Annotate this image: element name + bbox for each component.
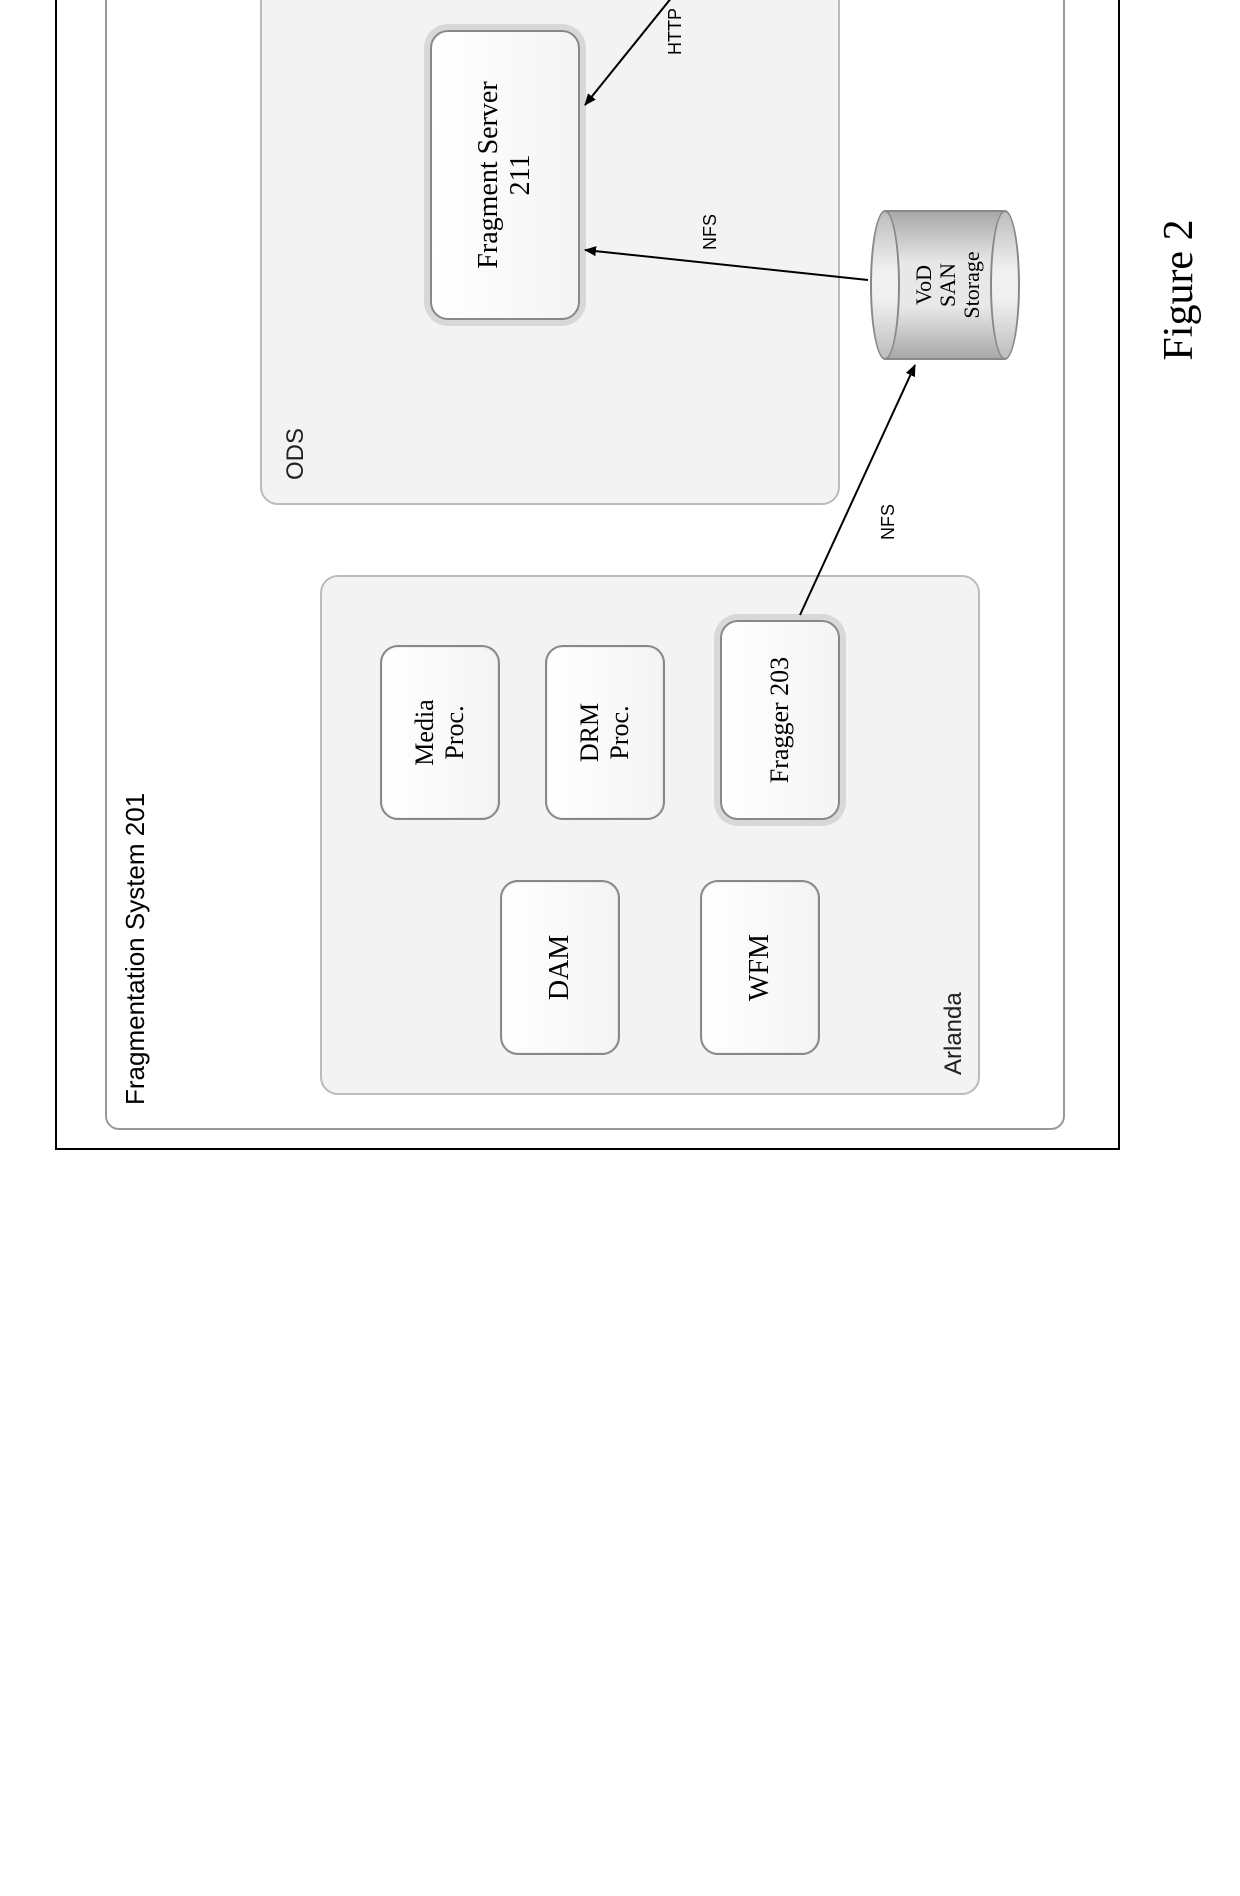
node-drm: DRMProc. (545, 645, 665, 820)
node-media-label: MediaProc. (410, 699, 470, 765)
node-fragment-server-label: Fragment Server211 (473, 81, 537, 268)
node-dam-label: DAM (544, 935, 576, 1000)
node-wfm: WFM (700, 880, 820, 1055)
group-arlanda-label: Arlanda (940, 992, 968, 1075)
node-wfm-label: WFM (744, 934, 776, 1001)
edge-label-http-1: HTTP (665, 8, 686, 55)
node-fragment-server: Fragment Server211 (430, 30, 580, 320)
node-dam: DAM (500, 880, 620, 1055)
edge-label-nfs-1: NFS (878, 504, 899, 540)
diagram-stage: Fragmentation System 201 Arlanda ODS DAM… (0, 0, 1240, 1240)
node-fragger-label: Fragger 203 (765, 657, 795, 783)
node-media: MediaProc. (380, 645, 500, 820)
node-drm-label: DRMProc. (575, 703, 635, 762)
node-storage: VoDSANStorage (870, 210, 1020, 360)
edge-label-nfs-2: NFS (700, 214, 721, 250)
node-storage-label: VoDSANStorage (912, 210, 985, 360)
figure-caption: Figure 2 (1155, 160, 1203, 420)
node-fragger: Fragger 203 (720, 620, 840, 820)
system-box-label: Fragmentation System 201 (120, 793, 151, 1105)
group-ods-label: ODS (282, 428, 310, 480)
